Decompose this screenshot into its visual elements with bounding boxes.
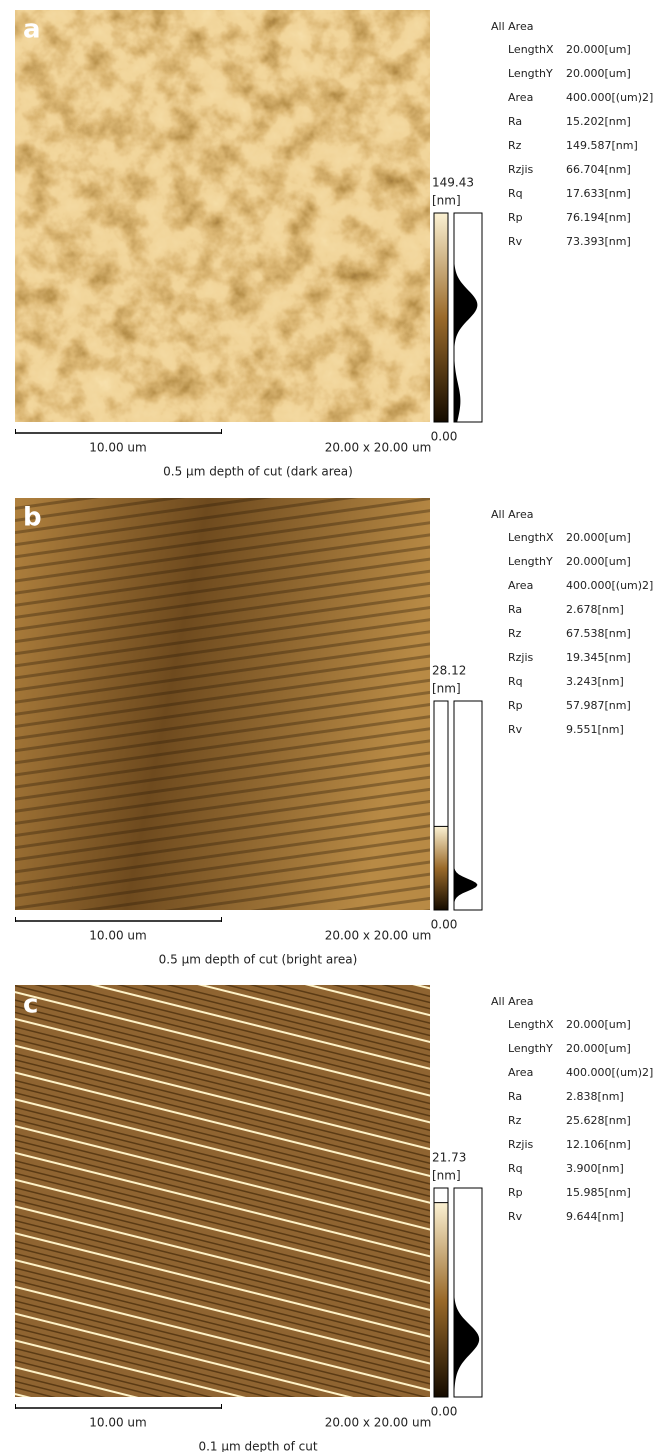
stat-value: 15.985[nm] [566,1186,631,1199]
stat-value: 20.000[um] [566,43,631,56]
stats-title: All Area [491,20,533,33]
stat-name: Ra [508,1090,522,1103]
stat-name: LengthX [508,1018,554,1031]
stat-value: 2.838[nm] [566,1090,624,1103]
stat-name: Ra [508,603,522,616]
stat-name: Rz [508,627,522,640]
afm-texture [15,498,430,910]
stat-value: 66.704[nm] [566,163,631,176]
stat-value: 2.678[nm] [566,603,624,616]
stat-value: 17.633[nm] [566,187,631,200]
stat-value: 400.000[(um)2] [566,1066,653,1079]
stat-name: Area [508,579,533,592]
stat-value: 12.106[nm] [566,1138,631,1151]
stat-value: 9.644[nm] [566,1210,624,1223]
stat-name: Area [508,1066,533,1079]
colorbar [433,825,449,911]
stat-name: Ra [508,115,522,128]
stat-name: Rzjis [508,1138,534,1151]
colorbar [433,212,449,423]
colorbar-min: 0.00 [431,918,458,932]
stat-value: 3.243[nm] [566,675,624,688]
colorbar-unit: [nm] [432,194,461,208]
stat-name: Area [508,91,533,104]
stat-name: Rz [508,1114,522,1127]
colorbar-max: 28.12 [432,664,466,678]
stat-value: 20.000[um] [566,1042,631,1055]
stat-value: 25.628[nm] [566,1114,631,1127]
stat-name: Rp [508,211,523,224]
stat-value: 76.194[nm] [566,211,631,224]
stats-title: All Area [491,508,533,521]
caption: 0.5 μm depth of cut (dark area) [163,465,353,479]
caption: 0.5 μm depth of cut (bright area) [159,953,358,967]
scale-label: 10.00 um [89,929,146,943]
histogram [454,701,478,910]
stat-value: 57.987[nm] [566,699,631,712]
stat-name: Rp [508,1186,523,1199]
colorbar-max: 149.43 [432,176,474,190]
stat-name: Rv [508,235,523,248]
stat-name: Rzjis [508,651,534,664]
afm-image [15,10,430,422]
panel-label: b [23,503,42,533]
stat-value: 3.900[nm] [566,1162,624,1175]
stat-name: Rz [508,139,522,152]
stat-value: 20.000[um] [566,555,631,568]
stat-value: 20.000[um] [566,67,631,80]
stat-value: 400.000[(um)2] [566,579,653,592]
stat-value: 20.000[um] [566,1018,631,1031]
stat-name: Rv [508,723,523,736]
stat-name: Rv [508,1210,523,1223]
stat-name: Rq [508,187,523,200]
stat-value: 73.393[nm] [566,235,631,248]
stat-name: Rzjis [508,163,534,176]
scale-label: 10.00 um [89,441,146,455]
colorbar [433,1202,449,1398]
image-size: 20.00 x 20.00 um [325,1416,432,1430]
stat-name: Rq [508,675,523,688]
image-size: 20.00 x 20.00 um [325,929,432,943]
stat-value: 67.538[nm] [566,627,631,640]
stats-title: All Area [491,995,533,1008]
stat-value: 9.551[nm] [566,723,624,736]
stat-value: 149.587[nm] [566,139,638,152]
colorbar-min: 0.00 [431,430,458,444]
stat-value: 19.345[nm] [566,651,631,664]
colorbar-unit: [nm] [432,682,461,696]
scale-label: 10.00 um [89,1416,146,1430]
stat-name: LengthY [508,67,553,80]
stat-value: 15.202[nm] [566,115,631,128]
stat-value: 400.000[(um)2] [566,91,653,104]
panel-label: c [23,990,38,1020]
stat-value: 20.000[um] [566,531,631,544]
colorbar-unit: [nm] [432,1169,461,1183]
afm-image [15,985,430,1397]
stat-name: LengthY [508,1042,553,1055]
colorbar-min: 0.00 [431,1405,458,1419]
stat-name: Rp [508,699,523,712]
histogram [454,1188,480,1397]
histogram [454,213,478,422]
stat-name: Rq [508,1162,523,1175]
image-size: 20.00 x 20.00 um [325,441,432,455]
caption: 0.1 μm depth of cut [198,1440,317,1452]
colorbar-max: 21.73 [432,1151,466,1165]
panel-label: a [23,15,41,45]
stat-name: LengthY [508,555,553,568]
stat-name: LengthX [508,531,554,544]
stat-name: LengthX [508,43,554,56]
